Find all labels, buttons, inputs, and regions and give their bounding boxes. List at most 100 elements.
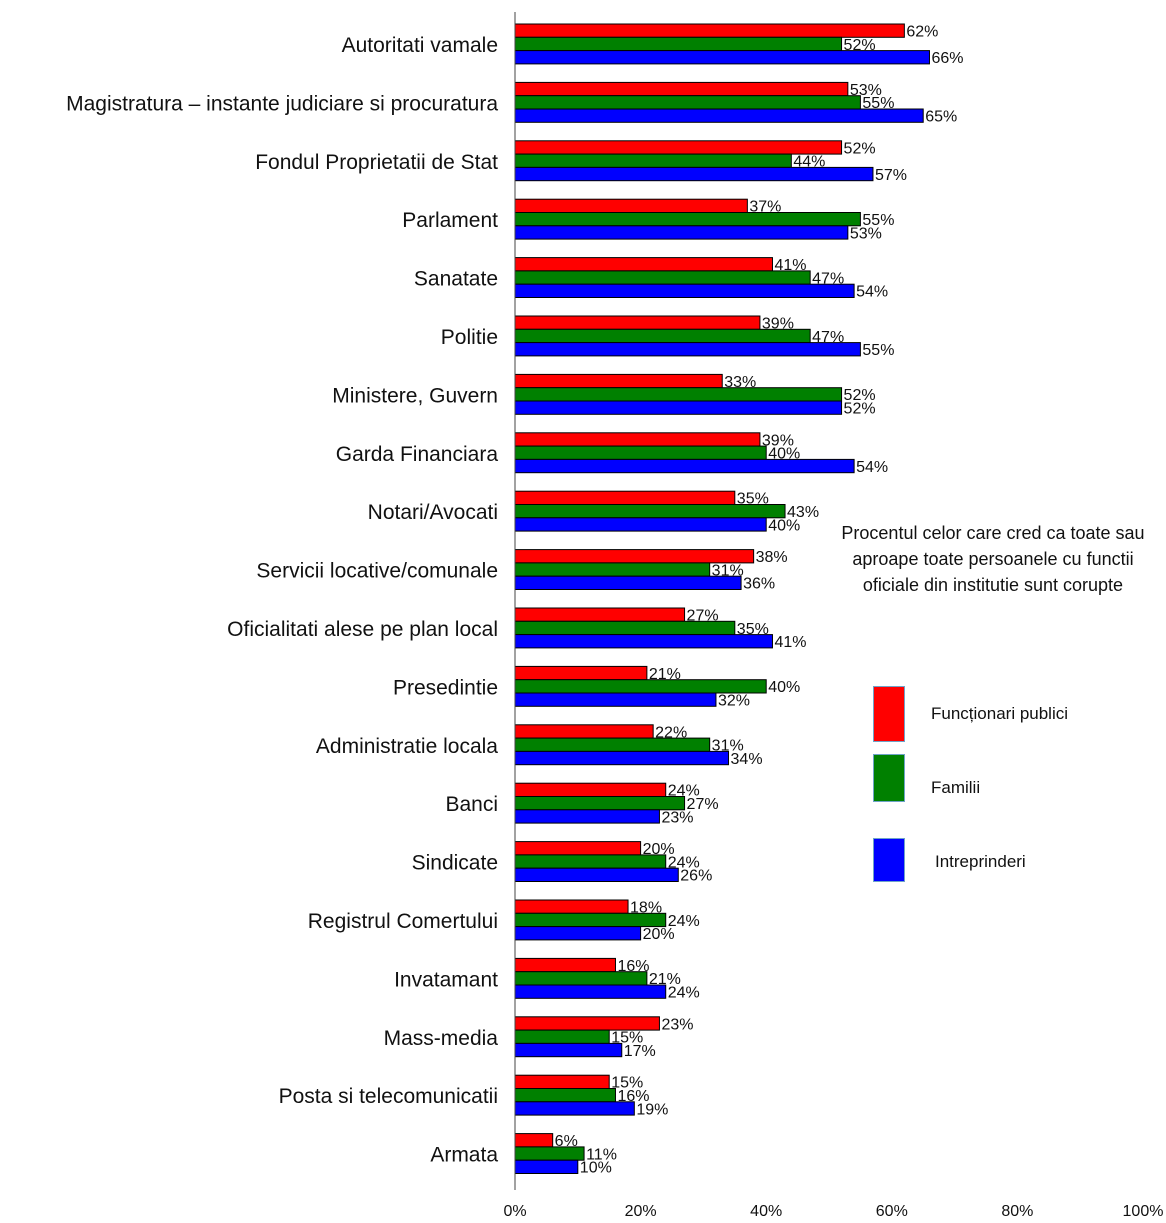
- category-label-garda-financiara: Garda Financiara: [336, 443, 499, 466]
- value-label-notari-avocati-functionari-publici: 35%: [737, 491, 769, 508]
- bar-banci-familii: [514, 796, 686, 811]
- bar-notari-avocati-functionari-publici: [514, 490, 736, 506]
- value-label-invatamant-functionari-publici: 16%: [617, 958, 649, 975]
- bar-posta-si-telecomunicatii-functionari-publici: [514, 1074, 610, 1089]
- value-label-autoritati-vamale-functionari-publici: 62%: [906, 24, 938, 41]
- value-label-registrul-comertului-intreprinderi: 20%: [643, 926, 675, 943]
- bar-ministere-guvern-functionari-publici: [514, 373, 723, 389]
- bar-mass-media-familii: [514, 1029, 610, 1044]
- bar-ministere-guvern-intreprinderi: [514, 400, 843, 415]
- value-label-servicii-locative-comunale-intreprinderi: 36%: [743, 576, 775, 593]
- value-label-oficialitati-alese-pe-plan-local-familii: 35%: [737, 621, 769, 638]
- bar-presedintie-intreprinderi: [514, 692, 717, 707]
- category-label-fondul-proprietatii-de-stat: Fondul Proprietatii de Stat: [255, 151, 498, 174]
- bar-sindicate-intreprinderi: [514, 867, 679, 883]
- value-label-garda-financiara-intreprinderi: 54%: [856, 459, 888, 476]
- legend-swatch-familii: [873, 754, 905, 802]
- category-label-servicii-locative-comunale: Servicii locative/comunale: [256, 560, 498, 583]
- bar-registrul-comertului-intreprinderi: [514, 926, 642, 941]
- value-label-mass-media-intreprinderi: 17%: [624, 1043, 656, 1060]
- x-tick-label-1: 20%: [625, 1203, 657, 1220]
- legend-label-functionari: Funcționari publici: [931, 704, 1069, 723]
- legend-note: Procentul celor care cred ca toate sau a…: [841, 523, 1145, 595]
- value-label-sindicate-intreprinderi: 26%: [680, 868, 712, 885]
- bars-group: [514, 23, 930, 1174]
- category-label-ministere-guvern: Ministere, Guvern: [332, 384, 498, 407]
- bar-sindicate-functionari-publici: [514, 841, 642, 856]
- value-label-politie-familii: 47%: [812, 329, 844, 346]
- value-label-sanatate-functionari-publici: 41%: [774, 257, 806, 274]
- value-label-parlament-functionari-publici: 37%: [749, 199, 781, 216]
- bar-magistratura-instante-judiciare-si-procuratura-functionari-publici: [514, 81, 849, 97]
- value-label-ministere-guvern-functionari-publici: 33%: [724, 374, 756, 391]
- bar-parlament-functionari-publici: [514, 198, 748, 213]
- bar-banci-functionari-publici: [514, 782, 667, 798]
- bar-notari-avocati-intreprinderi: [514, 517, 767, 532]
- value-label-sindicate-functionari-publici: 20%: [643, 841, 675, 858]
- bar-administratie-locala-intreprinderi: [514, 750, 730, 766]
- value-label-magistratura-instante-judiciare-si-procuratura-familii: 55%: [862, 95, 894, 112]
- value-label-sindicate-familii: 24%: [668, 854, 700, 871]
- value-label-servicii-locative-comunale-functionari-publici: 38%: [756, 549, 788, 566]
- value-label-mass-media-functionari-publici: 23%: [661, 1016, 693, 1033]
- bar-mass-media-intreprinderi: [514, 1042, 623, 1058]
- category-label-parlament: Parlament: [402, 209, 498, 232]
- value-label-notari-avocati-intreprinderi: 40%: [768, 517, 800, 534]
- value-label-administratie-locala-familii: 31%: [712, 738, 744, 755]
- bar-garda-financiara-familii: [514, 445, 767, 460]
- bar-ministere-guvern-familii: [514, 387, 843, 402]
- value-label-servicii-locative-comunale-familii: 31%: [712, 562, 744, 579]
- bar-servicii-locative-comunale-familii: [514, 562, 711, 577]
- value-label-fondul-proprietatii-de-stat-intreprinderi: 57%: [875, 167, 907, 184]
- value-label-posta-si-telecomunicatii-intreprinderi: 19%: [636, 1101, 668, 1118]
- bar-armata-intreprinderi: [514, 1159, 579, 1174]
- bar-oficialitati-alese-pe-plan-local-functionari-publici: [514, 607, 686, 622]
- x-axis-group: 0% 20% 40% 60% 80% 100%: [503, 12, 1163, 1220]
- bar-sanatate-functionari-publici: [514, 257, 773, 272]
- legend-swatch-functionari: [873, 686, 905, 742]
- value-label-fondul-proprietatii-de-stat-familii: 44%: [793, 154, 825, 171]
- category-label-sindicate: Sindicate: [412, 852, 498, 875]
- bar-administratie-locala-functionari-publici: [514, 724, 654, 739]
- category-label-registrul-comertului: Registrul Comertului: [308, 910, 498, 933]
- value-label-magistratura-instante-judiciare-si-procuratura-intreprinderi: 65%: [925, 109, 957, 126]
- value-label-oficialitati-alese-pe-plan-local-functionari-publici: 27%: [687, 608, 719, 625]
- value-label-autoritati-vamale-familii: 52%: [844, 37, 876, 54]
- value-label-presedintie-familii: 40%: [768, 679, 800, 696]
- category-label-armata: Armata: [430, 1144, 498, 1167]
- bar-garda-financiara-functionari-publici: [514, 432, 761, 447]
- bar-politie-functionari-publici: [514, 315, 761, 330]
- bar-parlament-intreprinderi: [514, 225, 849, 240]
- bar-parlament-familii: [514, 212, 861, 227]
- value-label-magistratura-instante-judiciare-si-procuratura-functionari-publici: 53%: [850, 82, 882, 99]
- value-label-mass-media-familii: 15%: [611, 1030, 643, 1047]
- value-label-oficialitati-alese-pe-plan-local-intreprinderi: 41%: [774, 634, 806, 651]
- value-label-armata-familii: 11%: [586, 1146, 617, 1163]
- legend-swatch-intreprinderi: [873, 838, 905, 882]
- category-label-magistratura-instante-judiciare-si-procuratura: Magistratura – instante judiciare si pro…: [66, 92, 498, 115]
- value-label-ministere-guvern-intreprinderi: 52%: [844, 401, 876, 418]
- value-label-presedintie-functionari-publici: 21%: [649, 666, 681, 683]
- bar-sanatate-intreprinderi: [514, 283, 855, 299]
- x-tick-label-5: 100%: [1123, 1203, 1164, 1220]
- value-label-registrul-comertului-functionari-publici: 18%: [630, 900, 662, 917]
- bar-oficialitati-alese-pe-plan-local-intreprinderi: [514, 634, 773, 649]
- category-label-banci: Banci: [445, 793, 498, 816]
- value-label-politie-functionari-publici: 39%: [762, 316, 794, 333]
- bar-mass-media-functionari-publici: [514, 1016, 660, 1031]
- bar-autoritati-vamale-familii: [514, 36, 843, 52]
- bar-sanatate-familii: [514, 270, 811, 285]
- value-label-sanatate-intreprinderi: 54%: [856, 284, 888, 301]
- category-labels-group: Autoritati vamale Magistratura – instante…: [66, 34, 498, 1167]
- value-label-garda-financiara-familii: 40%: [768, 446, 800, 463]
- category-label-oficialitati-alese-pe-plan-local: Oficialitati alese pe plan local: [227, 618, 498, 641]
- value-label-registrul-comertului-familii: 24%: [668, 913, 700, 930]
- category-label-presedintie: Presedintie: [393, 676, 498, 699]
- bar-autoritati-vamale-functionari-publici: [514, 23, 905, 38]
- value-labels-group: 62%52%66%53%55%65%52%44%57%37%55%53%41%4…: [555, 24, 964, 1177]
- x-tick-label-3: 60%: [876, 1203, 908, 1220]
- bar-armata-functionari-publici: [514, 1133, 554, 1148]
- value-label-banci-familii: 27%: [687, 796, 719, 813]
- x-tick-label-4: 80%: [1001, 1203, 1033, 1220]
